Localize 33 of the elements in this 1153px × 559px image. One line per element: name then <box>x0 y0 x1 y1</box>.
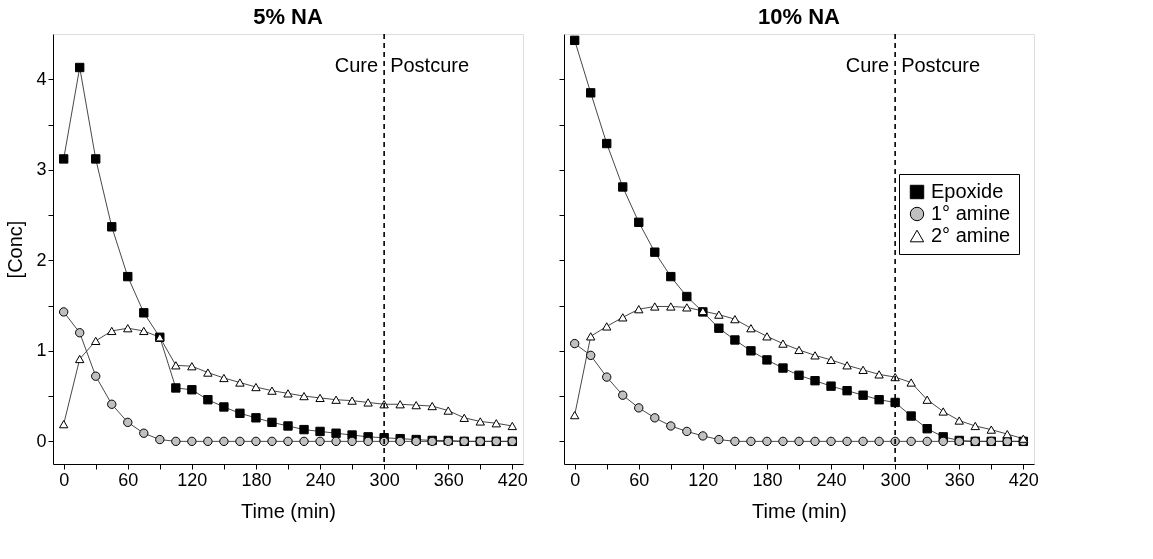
y-tick-label: 0 <box>36 430 47 451</box>
x-tick-label: 240 <box>305 469 336 490</box>
x-tick-label: 300 <box>880 469 911 490</box>
annotation: Postcure <box>901 54 981 76</box>
x-tick-label: 180 <box>241 469 272 490</box>
x-tick-label: 0 <box>570 469 581 490</box>
y-tick-label: 3 <box>36 159 47 180</box>
annotation: Postcure <box>390 54 470 76</box>
y-tick-label: 1 <box>36 340 47 361</box>
chart-title: 5% NA <box>253 4 323 30</box>
x-tick-label: 240 <box>816 469 847 490</box>
x-tick-label: 60 <box>629 469 650 490</box>
y-tick-label: 2 <box>36 249 47 270</box>
legend-label: 2° amine <box>931 224 1011 246</box>
x-axis-title: Time (min) <box>241 499 336 522</box>
x-tick-label: 0 <box>59 469 70 490</box>
x-tick-label: 360 <box>433 469 464 490</box>
x-tick-label: 120 <box>688 469 719 490</box>
annotation: Cure <box>334 54 379 76</box>
x-tick-label: 420 <box>497 469 528 490</box>
legend-label: 1° amine <box>931 202 1011 224</box>
legend-label: Epoxide <box>931 180 1004 202</box>
annotation: Cure <box>845 54 890 76</box>
x-tick-label: 180 <box>752 469 783 490</box>
x-tick-label: 120 <box>177 469 208 490</box>
x-tick-label: 420 <box>1008 469 1039 490</box>
y-axis-title: [Conc] <box>4 220 27 279</box>
x-tick-label: 300 <box>369 469 400 490</box>
x-tick-label: 60 <box>118 469 139 490</box>
x-tick-label: 360 <box>944 469 975 490</box>
y-tick-label: 4 <box>36 68 47 89</box>
x-axis-title: Time (min) <box>752 499 847 522</box>
chart-title: 10% NA <box>758 4 841 30</box>
